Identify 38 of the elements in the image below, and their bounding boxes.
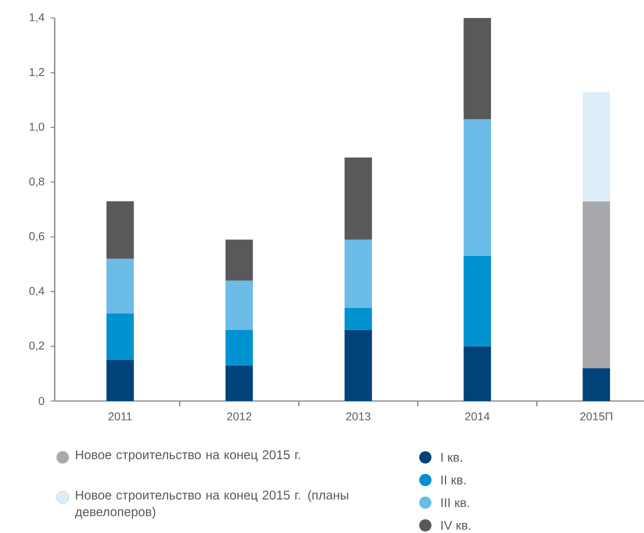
bar bbox=[106, 201, 134, 259]
bar bbox=[582, 92, 610, 202]
legend-label: III кв. bbox=[441, 498, 469, 507]
bar bbox=[344, 157, 372, 240]
bar bbox=[106, 313, 134, 360]
bar bbox=[464, 119, 492, 256]
bar bbox=[226, 239, 253, 280]
bar bbox=[226, 330, 253, 366]
y-tick-label: 0 bbox=[38, 396, 44, 405]
bar bbox=[344, 330, 372, 401]
legend-label: IV кв. bbox=[441, 520, 470, 530]
x-tick-label: 2015П bbox=[580, 412, 612, 420]
y-tick-label: 1,0 bbox=[30, 122, 44, 132]
bar bbox=[464, 346, 492, 401]
legend-label: I кв. bbox=[441, 452, 462, 462]
bar bbox=[582, 201, 610, 368]
bar bbox=[106, 360, 134, 401]
y-tick-label: 1,4 bbox=[30, 13, 44, 22]
x-tick-label: 2014 bbox=[465, 412, 490, 420]
legend-label: Новое строительство на конец 2015 г. (планы девелоперов) bbox=[75, 490, 348, 519]
y-tick-label: 0,8 bbox=[29, 177, 44, 187]
bar bbox=[106, 258, 134, 314]
x-tick-label: 2012 bbox=[227, 412, 252, 420]
y-tick-label: 0,6 bbox=[29, 232, 44, 242]
y-tick-label: 0,4 bbox=[29, 286, 44, 296]
x-tick-label: 2013 bbox=[346, 412, 370, 420]
bar bbox=[226, 280, 253, 330]
legend-label: II кв. bbox=[441, 475, 466, 484]
x-tick-label: 2011 bbox=[108, 412, 132, 420]
bar bbox=[464, 18, 492, 120]
bar bbox=[226, 365, 253, 401]
bar bbox=[344, 308, 372, 330]
bar bbox=[464, 256, 492, 346]
legend-label: Новое строительство на конец 2015 г. bbox=[76, 450, 300, 462]
bar bbox=[582, 368, 610, 401]
y-tick-label: 0,2 bbox=[29, 341, 44, 351]
y-tick-label: 1,2 bbox=[30, 68, 44, 78]
bar bbox=[344, 239, 372, 308]
